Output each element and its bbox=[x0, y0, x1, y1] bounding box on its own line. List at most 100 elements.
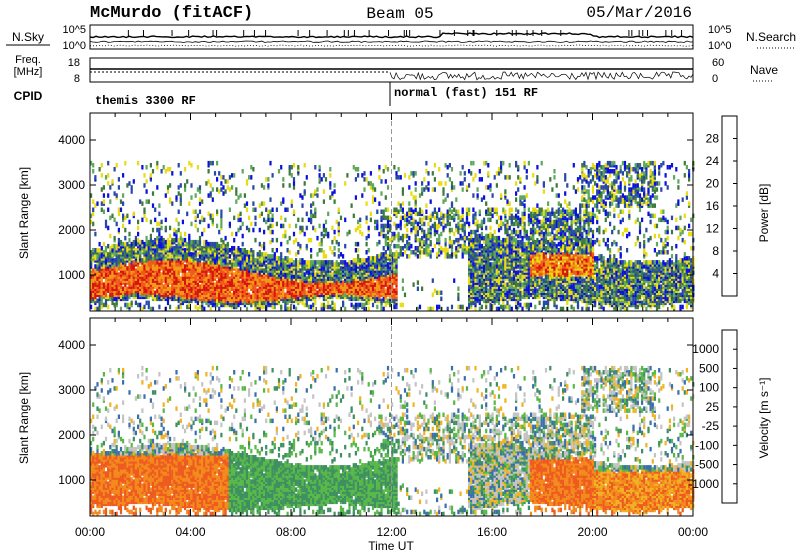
heatmap-cell bbox=[161, 236, 163, 241]
heatmap-cell bbox=[489, 218, 491, 223]
heatmap-cell bbox=[413, 218, 415, 223]
heatmap-cell bbox=[128, 303, 130, 308]
heatmap-cell bbox=[116, 163, 118, 168]
heatmap-cell bbox=[229, 248, 231, 253]
heatmap-cell bbox=[408, 212, 410, 217]
heatmap-cell bbox=[425, 185, 427, 190]
heatmap-cell bbox=[280, 262, 282, 267]
heatmap-cell bbox=[257, 260, 259, 265]
heatmap-cell bbox=[158, 238, 160, 243]
heatmap-cell bbox=[126, 303, 128, 308]
heatmap-cell bbox=[135, 236, 137, 241]
heatmap-cell bbox=[325, 284, 327, 289]
heatmap-cell bbox=[404, 244, 406, 249]
heatmap-cell bbox=[158, 228, 160, 233]
heatmap-cell bbox=[380, 210, 382, 215]
heatmap-cell bbox=[246, 282, 248, 287]
heatmap-cell bbox=[395, 305, 397, 310]
heatmap-cell bbox=[184, 187, 186, 192]
heatmap-cell bbox=[201, 266, 203, 271]
heatmap-cell bbox=[208, 224, 210, 229]
heatmap-cell bbox=[427, 252, 429, 257]
heatmap-cell bbox=[242, 242, 244, 247]
heatmap-cell bbox=[492, 262, 494, 267]
heatmap-cell bbox=[114, 258, 116, 263]
heatmap-cell bbox=[184, 289, 186, 294]
heatmap-cell bbox=[393, 232, 395, 237]
heatmap-cell bbox=[175, 244, 177, 249]
heatmap-cell bbox=[210, 183, 212, 188]
heatmap-cell bbox=[99, 303, 101, 308]
heatmap-cell bbox=[190, 268, 192, 273]
heatmap-cell bbox=[415, 199, 417, 204]
heatmap-cell bbox=[299, 244, 301, 249]
heatmap-cell bbox=[246, 256, 248, 261]
heatmap-cell bbox=[370, 185, 372, 190]
heatmap-cell bbox=[289, 171, 291, 176]
heatmap-cell bbox=[325, 278, 327, 283]
heatmap-cell bbox=[502, 301, 504, 306]
heatmap-cell bbox=[267, 177, 269, 182]
heatmap-cell bbox=[291, 262, 293, 267]
heatmap-cell bbox=[167, 246, 169, 251]
heatmap-cell bbox=[167, 167, 169, 172]
heatmap-cell bbox=[299, 258, 301, 263]
heatmap-cell bbox=[199, 240, 201, 245]
heatmap-cell bbox=[436, 212, 438, 217]
heatmap-cell bbox=[220, 214, 222, 219]
heatmap-cell bbox=[124, 248, 126, 253]
heatmap-cell bbox=[180, 240, 182, 245]
heatmap-cell bbox=[235, 187, 237, 192]
heatmap-cell bbox=[287, 256, 289, 261]
heatmap-cell bbox=[257, 252, 259, 257]
heatmap-cell bbox=[227, 301, 229, 306]
heatmap-cell bbox=[284, 230, 286, 235]
heatmap-cell bbox=[267, 254, 269, 259]
heatmap-cell bbox=[370, 181, 372, 186]
heatmap-cell bbox=[310, 218, 312, 223]
heatmap-cell bbox=[489, 242, 491, 247]
heatmap-cell bbox=[284, 218, 286, 223]
heatmap-cell bbox=[470, 161, 472, 166]
heatmap-cell bbox=[434, 289, 436, 294]
heatmap-cell bbox=[126, 270, 128, 275]
heatmap-cell bbox=[306, 276, 308, 281]
heatmap-cell bbox=[447, 193, 449, 198]
heatmap-cell bbox=[487, 185, 489, 190]
heatmap-cell bbox=[500, 305, 502, 310]
heatmap-cell bbox=[295, 276, 297, 281]
heatmap-cell bbox=[327, 272, 329, 277]
heatmap-cell bbox=[415, 246, 417, 251]
heatmap-cell bbox=[120, 199, 122, 204]
heatmap-cell bbox=[496, 208, 498, 213]
heatmap-cell bbox=[265, 220, 267, 225]
heatmap-cell bbox=[314, 295, 316, 300]
heatmap-cell bbox=[492, 208, 494, 213]
heatmap-cell bbox=[479, 169, 481, 174]
heatmap-cell bbox=[445, 250, 447, 255]
heatmap-cell bbox=[336, 280, 338, 285]
heatmap-cell bbox=[218, 260, 220, 265]
date-title: 05/Mar/2016 bbox=[586, 4, 692, 22]
heatmap-cell bbox=[395, 212, 397, 217]
heatmap-cell bbox=[370, 256, 372, 261]
heatmap-cell bbox=[96, 254, 98, 259]
heatmap-cell bbox=[99, 260, 101, 265]
heatmap-cell bbox=[146, 301, 148, 306]
heatmap-cell bbox=[438, 291, 440, 296]
heatmap-cell bbox=[464, 236, 466, 241]
heatmap-cell bbox=[227, 293, 229, 298]
heatmap-cell bbox=[280, 305, 282, 310]
heatmap-cell bbox=[319, 173, 321, 178]
heatmap-cell bbox=[148, 250, 150, 255]
heatmap-cell bbox=[308, 218, 310, 223]
heatmap-cell bbox=[165, 276, 167, 281]
heatmap-cell bbox=[143, 208, 145, 213]
heatmap-cell bbox=[334, 262, 336, 267]
heatmap-cell bbox=[301, 270, 303, 275]
heatmap-cell bbox=[143, 248, 145, 253]
heatmap-cell bbox=[457, 238, 459, 243]
heatmap-cell bbox=[415, 181, 417, 186]
heatmap-cell bbox=[477, 287, 479, 292]
heatmap-cell bbox=[199, 284, 201, 289]
